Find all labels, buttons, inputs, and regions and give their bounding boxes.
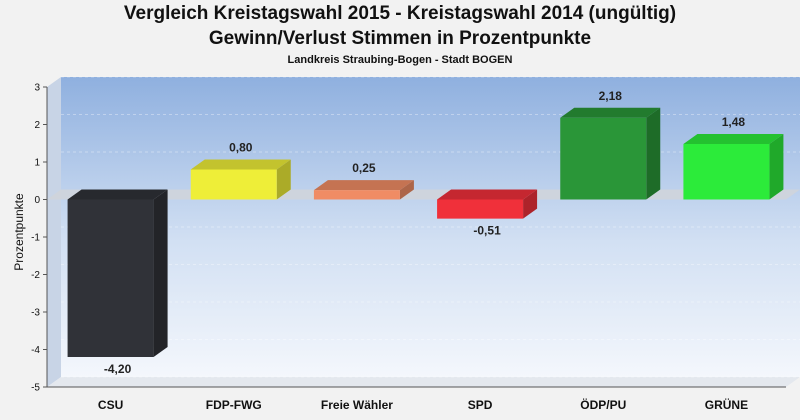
plot-left-wall	[47, 77, 61, 387]
bar-top	[67, 189, 168, 200]
x-tick-label: Freie Wähler	[321, 398, 393, 412]
y-tick-label: 3	[34, 83, 40, 94]
y-tick-label: -5	[31, 383, 40, 394]
bars	[67, 107, 784, 357]
y-tick-label: 0	[34, 195, 40, 206]
bar-front	[683, 144, 770, 200]
bar-top	[683, 134, 784, 144]
data-label: 0,25	[352, 161, 376, 175]
data-label: 0,80	[229, 141, 253, 155]
bar-front	[313, 190, 400, 200]
bar	[683, 134, 784, 200]
bar-front	[67, 199, 154, 357]
bar-side	[646, 107, 661, 200]
y-tick-label: -1	[31, 233, 40, 244]
bar	[437, 189, 538, 219]
bar-top	[190, 159, 291, 170]
y-tick-label: -4	[31, 345, 40, 356]
y-tick-label: -2	[31, 270, 40, 281]
chart-title: Vergleich Kreistagswahl 2015 - Kreistags…	[123, 3, 677, 24]
bar	[560, 107, 661, 200]
chart-subtitle: Gewinn/Verlust Stimmen in Prozentpunkte	[208, 28, 592, 49]
y-tick-label: 1	[34, 158, 40, 169]
x-tick-label: GRÜNE	[705, 397, 748, 412]
bar-front	[437, 199, 524, 219]
x-tick-label: CSU	[98, 398, 123, 412]
x-tick-label: SPD	[468, 398, 493, 412]
plot-background	[47, 77, 800, 387]
bar-side	[523, 189, 538, 219]
plot-back-wall	[61, 77, 800, 377]
bar-top	[313, 180, 414, 191]
labels: -4,20 CSU 0,80 FDP-FWG 0,25 Freie Wähler -0,51…	[98, 89, 748, 412]
data-label: -4,20	[104, 362, 132, 376]
data-label: -0,51	[473, 224, 501, 238]
axes: 3 2 1 0 -1 -2 -3 -4 -5	[31, 83, 786, 394]
bar-front	[560, 117, 647, 200]
bar-side	[399, 180, 414, 200]
bar-front	[190, 169, 277, 200]
bar-side	[276, 159, 291, 200]
x-tick-label: FDP-FWG	[206, 398, 262, 412]
x-tick-label: ÖDP/PU	[580, 397, 626, 412]
bar-side	[769, 134, 784, 200]
y-tick-label: 2	[34, 120, 40, 131]
bar-top	[560, 107, 661, 118]
data-label: 2,18	[599, 89, 623, 103]
bar	[313, 180, 414, 200]
bar	[190, 159, 291, 200]
bar	[67, 189, 168, 357]
data-label: 1,48	[722, 115, 746, 129]
chart-caption: Landkreis Straubing-Bogen - Stadt BOGEN	[287, 54, 513, 66]
bar-top	[437, 189, 538, 200]
bar-side	[153, 189, 168, 357]
y-tick-label: -3	[31, 308, 40, 319]
plot-floor	[47, 377, 800, 387]
